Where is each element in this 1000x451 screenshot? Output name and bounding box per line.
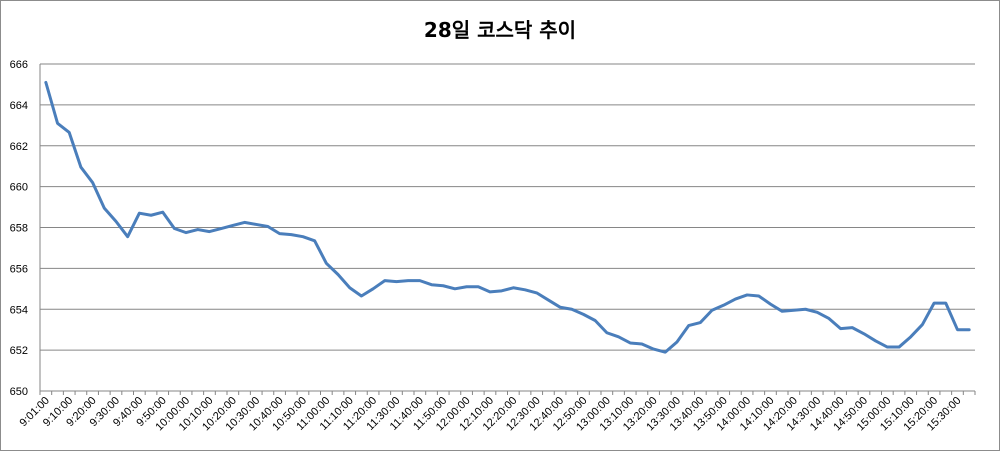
y-tick-label: 660 <box>10 182 28 194</box>
y-tick-label: 664 <box>10 100 28 112</box>
y-tick-label: 650 <box>10 386 28 398</box>
series-line <box>44 80 971 354</box>
y-tick-label: 666 <box>10 59 28 71</box>
y-tick-label: 662 <box>10 141 28 153</box>
y-tick-label: 656 <box>10 263 28 275</box>
y-tick-label: 652 <box>10 345 28 357</box>
chart-title: 28일 코스닥 추이 <box>423 18 577 42</box>
y-tick-label: 654 <box>10 304 28 316</box>
y-tick-label: 658 <box>10 223 28 235</box>
